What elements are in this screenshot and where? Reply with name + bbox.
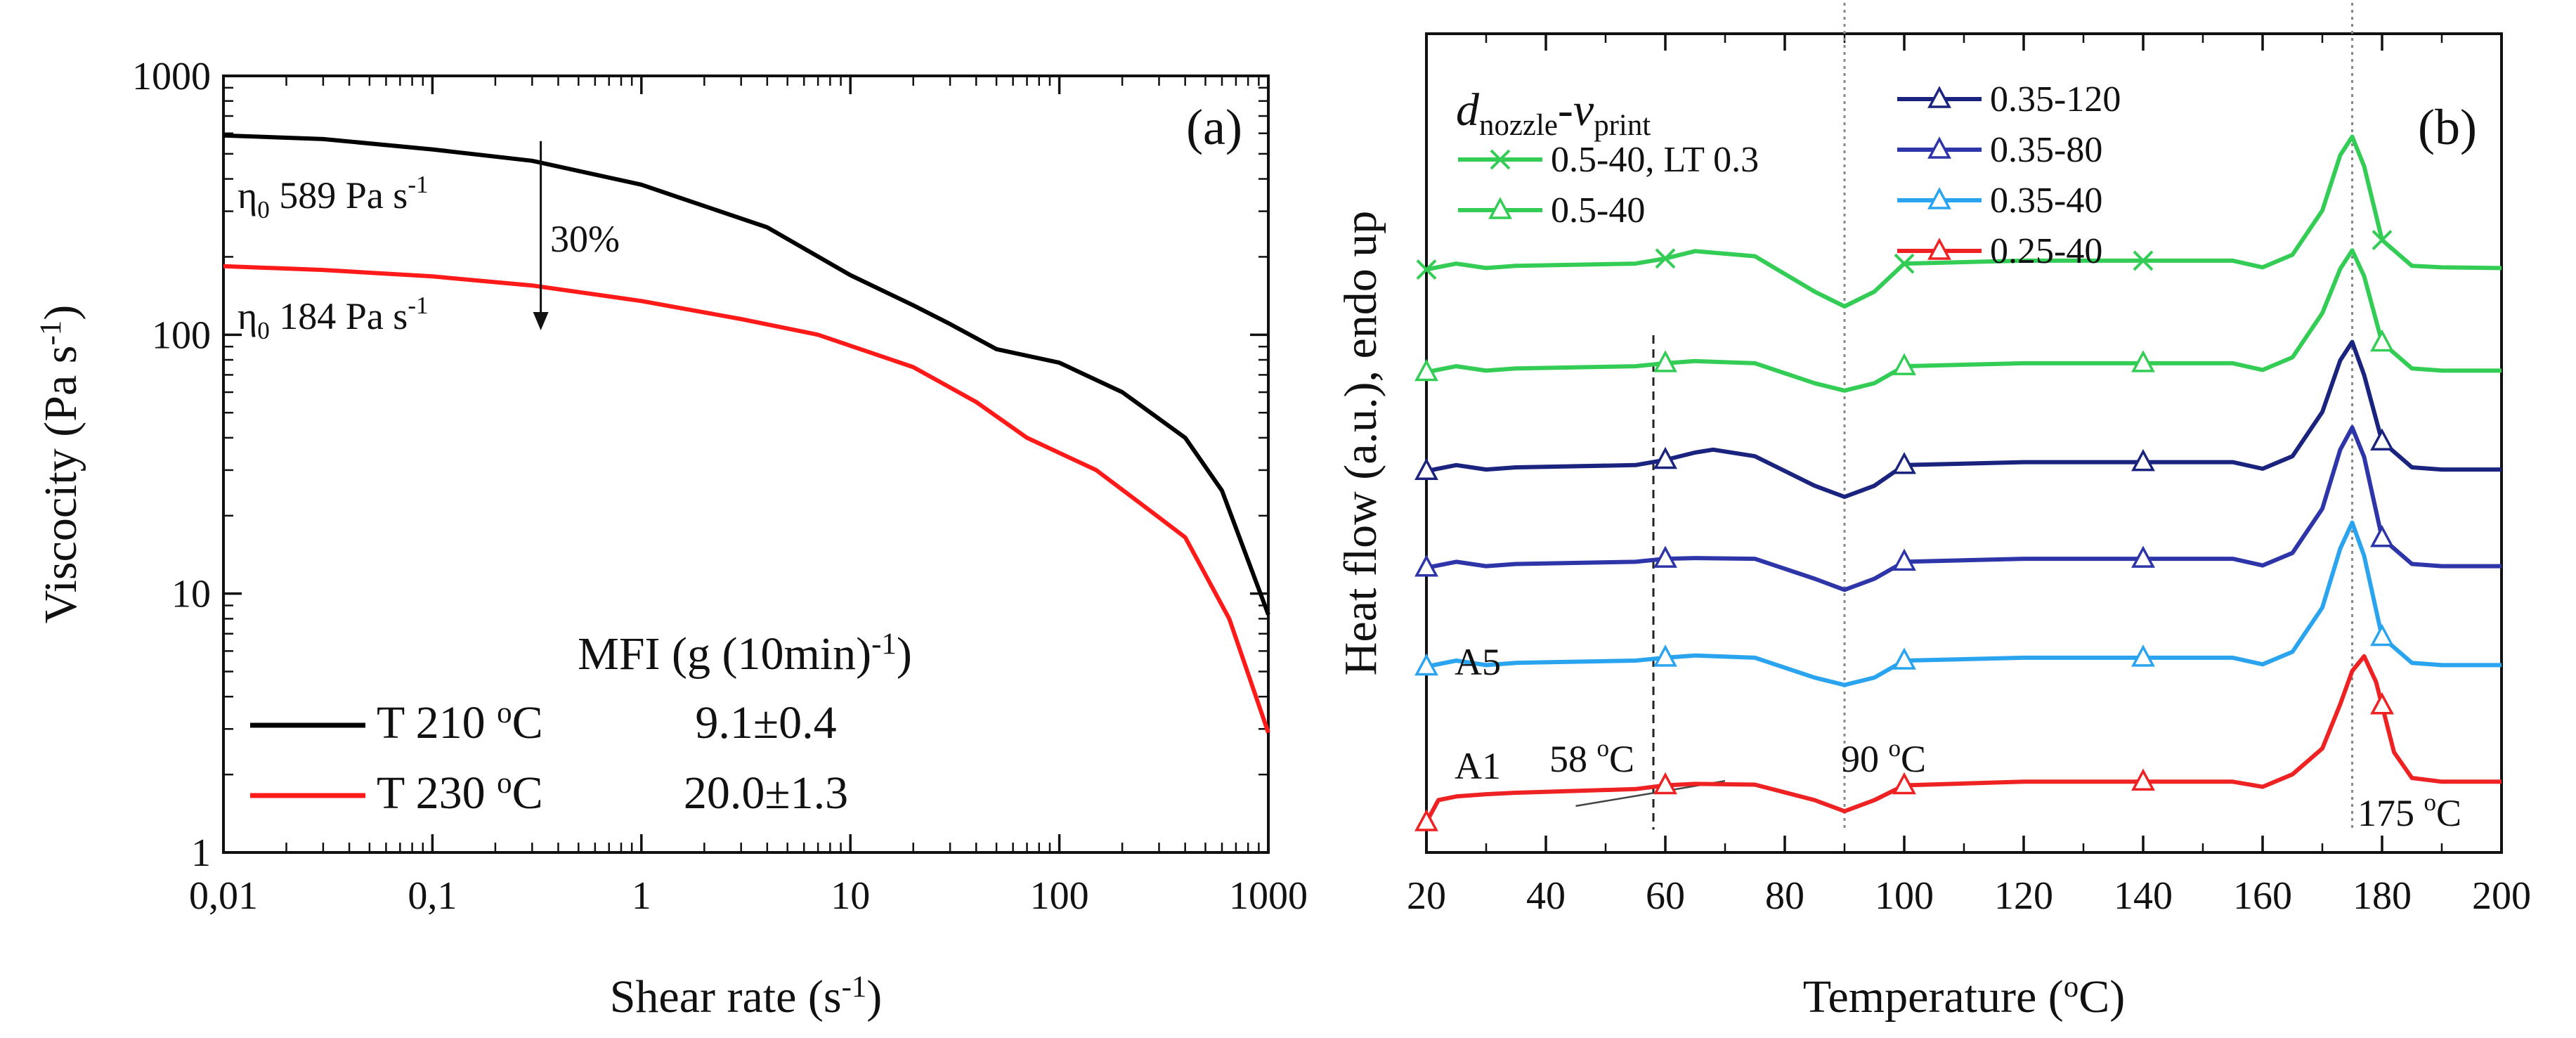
legend-label: 0.35-80 — [1990, 130, 2102, 170]
legend-label: 0.35-120 — [1990, 79, 2121, 119]
y-tick-label: 10 — [171, 573, 211, 616]
x-tick-label: 100 — [1030, 874, 1089, 918]
series-marker-triangle — [2370, 329, 2394, 352]
series-marker-x — [2372, 230, 2393, 250]
series-marker-triangle — [1892, 647, 1916, 670]
series-marker-x — [1655, 248, 1676, 269]
x-tick-label: 20 — [1407, 874, 1446, 918]
legend-marker-triangle — [1488, 197, 1512, 219]
mfi-header: MFI (g (10min)-1) — [578, 628, 912, 680]
a5-label: A5 — [1455, 641, 1501, 683]
x-axis-title: Shear rate (s-1) — [610, 971, 883, 1023]
t58-label: 58 oC — [1549, 734, 1634, 780]
x-tick-label: 40 — [1526, 874, 1566, 918]
x-tick-label: 100 — [1875, 874, 1934, 918]
series-line — [1426, 134, 2502, 309]
series-marker-triangle — [1653, 772, 1677, 795]
series-marker-triangle — [1892, 452, 1916, 474]
series-marker-triangle — [1414, 653, 1438, 676]
series-line — [1426, 520, 2502, 687]
series-marker-triangle — [1892, 548, 1916, 571]
series-marker-triangle — [1653, 446, 1677, 469]
eta0-black-annotation: η0 589 Pa s-1 — [238, 171, 429, 223]
legend-marker-triangle — [1927, 86, 1951, 108]
panel-a-viscosity-chart: 0,01 0,1 1 10 100 1000 1 10 100 1000 Shear rate (s… — [34, 55, 1308, 1023]
panel-b-dsc-chart: 20 40 60 80 100 120 140 160 180 200 Temperature (o… — [1335, 0, 2531, 1023]
panel-label: (a) — [1186, 99, 1242, 155]
legend-title: dnozzle-vprint — [1456, 84, 1651, 142]
x-tick-label: 140 — [2114, 874, 2173, 918]
reduction-arrow-head — [533, 312, 549, 331]
series-marker-triangle — [1414, 358, 1438, 382]
legend-label: 0.5-40 — [1551, 190, 1645, 231]
series-marker-triangle — [2370, 692, 2394, 715]
x-tick-label: 0,01 — [189, 874, 258, 918]
t175-label: 175 oC — [2357, 789, 2461, 834]
series-marker-triangle — [1892, 353, 1916, 375]
legend-marker-triangle — [1927, 238, 1951, 260]
legend-label: 0.25-40 — [1990, 231, 2102, 271]
series-marker-x — [1416, 259, 1437, 280]
x-tick-label: 80 — [1765, 874, 1804, 918]
series-marker-triangle — [2131, 350, 2155, 372]
y-tick-label: 100 — [152, 313, 211, 357]
legend-label: T 230 oC — [377, 767, 543, 819]
x-tick-label: 160 — [2233, 874, 2292, 918]
legend-mfi-value: 20.0±1.3 — [684, 767, 848, 819]
series-marker-triangle — [1414, 809, 1438, 831]
series-marker-triangle — [1892, 772, 1916, 795]
series-line — [1426, 248, 2502, 393]
series-line — [1426, 339, 2502, 499]
series-marker-triangle — [1414, 458, 1438, 480]
legend-marker-triangle — [1927, 136, 1951, 159]
eta0-red-annotation: η0 184 Pa s-1 — [238, 292, 429, 344]
panel-label: (b) — [2418, 99, 2477, 155]
x-axis-title: Temperature (oC) — [1803, 971, 2125, 1023]
y-axis-title: Viscocity (Pa s-1) — [34, 305, 86, 623]
series-marker-triangle — [1653, 644, 1677, 667]
series-line — [223, 133, 1270, 616]
y-tick-label: 1000 — [132, 55, 211, 98]
x-tick-label: 60 — [1646, 874, 1685, 918]
series-marker-triangle — [2131, 545, 2155, 568]
x-tick-label: 0,1 — [408, 874, 457, 918]
series-marker-x — [1894, 253, 1915, 274]
legend-marker-triangle — [1927, 187, 1951, 209]
legend-label: 0.35-40 — [1990, 181, 2102, 221]
series-marker-triangle — [1653, 350, 1677, 372]
x-tick-label: 1 — [632, 874, 651, 918]
a1-label: A1 — [1455, 745, 1501, 787]
x-tick-label: 200 — [2472, 874, 2531, 918]
legend-label: T 210 oC — [377, 696, 543, 748]
series-marker-triangle — [2370, 428, 2394, 450]
series-line — [223, 264, 1270, 734]
series-marker-triangle — [2370, 623, 2394, 647]
series-marker-triangle — [1414, 554, 1438, 577]
series-line — [1426, 425, 2502, 592]
x-tick-label: 120 — [1994, 874, 2053, 918]
x-tick-label: 180 — [2353, 874, 2412, 918]
series-marker-triangle — [1653, 545, 1677, 568]
panel-a-plot-frame — [222, 74, 1270, 854]
legend-marker-x — [1490, 149, 1511, 170]
t90-label: 90 oC — [1841, 734, 1926, 780]
series-marker-triangle — [2131, 448, 2155, 472]
y-axis-title: Heat flow (a.u.), endo up — [1335, 211, 1386, 676]
percent-annotation: 30% — [550, 218, 620, 260]
series-marker-triangle — [2131, 768, 2155, 791]
y-tick-label: 1 — [191, 831, 211, 875]
series-marker-triangle — [2370, 525, 2394, 547]
legend-mfi-value: 9.1±0.4 — [695, 697, 836, 748]
series-line — [1424, 654, 2502, 824]
legend-label: 0.5-40, LT 0.3 — [1551, 140, 1759, 180]
series-marker-x — [2133, 250, 2154, 271]
x-tick-label: 1000 — [1229, 874, 1308, 918]
x-tick-label: 10 — [831, 874, 870, 918]
series-marker-triangle — [2131, 644, 2155, 667]
